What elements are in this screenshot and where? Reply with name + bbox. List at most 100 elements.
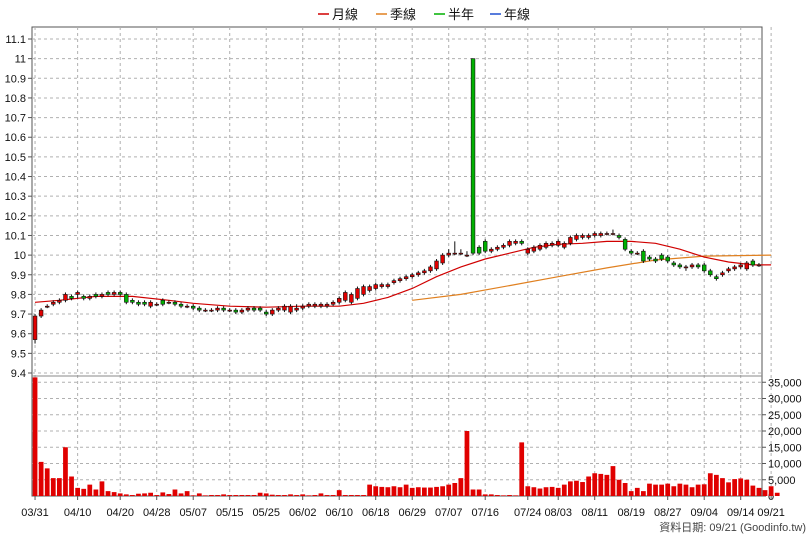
candle-body xyxy=(568,237,573,244)
price-tick-label: 10.5 xyxy=(5,152,26,164)
volume-bar xyxy=(732,479,737,496)
volume-bar xyxy=(57,478,62,496)
candle-body xyxy=(276,307,281,311)
candle-body xyxy=(416,272,421,276)
price-tick-label: 9.7 xyxy=(11,309,26,321)
volume-bar xyxy=(628,491,634,496)
volume-bar xyxy=(251,495,257,496)
volume-bar xyxy=(495,495,500,496)
candle-body xyxy=(574,235,579,240)
volume-bar xyxy=(196,493,202,496)
candle-body xyxy=(209,309,214,312)
volume-tick-label: 10,000 xyxy=(768,459,802,471)
candle-body xyxy=(45,305,50,308)
date-tick-label: 04/20 xyxy=(106,507,134,519)
price-tick-label: 9.4 xyxy=(11,368,26,380)
date-tick-label: 09/14 xyxy=(727,507,755,519)
volume-bar xyxy=(476,489,482,496)
candle-body xyxy=(306,303,311,307)
candle-body xyxy=(695,264,701,268)
candle-body xyxy=(756,264,762,267)
volume-bar xyxy=(671,486,677,496)
volume-bar xyxy=(99,481,105,496)
volume-bar xyxy=(470,489,476,496)
candle-body xyxy=(616,235,622,238)
volume-bar xyxy=(379,486,385,496)
volume-bar xyxy=(130,495,135,496)
candle-body xyxy=(197,307,202,311)
volume-tick-label: 20,000 xyxy=(768,426,802,438)
volume-bar xyxy=(245,495,251,496)
candle-body xyxy=(622,239,628,250)
volume-bar xyxy=(111,492,117,496)
date-tick-label: 07/24 xyxy=(514,507,542,519)
volume-bar xyxy=(227,495,233,496)
volume-tick-label: 35,000 xyxy=(768,377,802,389)
candle-body xyxy=(495,246,500,250)
candle-body xyxy=(702,264,707,272)
candle-body xyxy=(105,292,111,295)
volume-bar xyxy=(537,488,543,496)
candle-body xyxy=(154,303,159,306)
candle-body xyxy=(324,303,330,307)
volume-bar xyxy=(507,495,512,496)
candle-body xyxy=(440,254,445,264)
volume-bar xyxy=(750,485,756,496)
volume-bar xyxy=(452,483,458,496)
price-tick-label: 11.1 xyxy=(5,34,26,46)
volume-bar xyxy=(446,484,452,496)
candle-body xyxy=(63,294,68,301)
candlesticks xyxy=(32,58,762,344)
volume-tick-label: 25,000 xyxy=(768,410,802,422)
candle-body xyxy=(239,309,245,313)
volume-bar xyxy=(330,495,336,496)
volume-bar xyxy=(324,495,330,496)
volume-bar xyxy=(215,495,220,496)
moving-average-lines xyxy=(34,240,772,308)
price-tick-label: 10.8 xyxy=(5,93,26,105)
candle-body xyxy=(683,266,689,269)
candle-body xyxy=(513,241,518,244)
candle-body xyxy=(69,296,74,299)
grid-lines xyxy=(32,27,772,496)
candle-body xyxy=(166,301,172,304)
candle-body xyxy=(124,294,129,303)
candle-body xyxy=(671,262,676,266)
candle-body xyxy=(659,254,664,260)
volume-bar xyxy=(142,493,147,496)
candle-body xyxy=(75,292,80,295)
candle-body xyxy=(233,309,238,313)
volume-bar xyxy=(726,482,731,496)
candle-body xyxy=(507,241,512,246)
candle-body xyxy=(191,305,196,309)
candle-body xyxy=(355,288,360,299)
volume-bar xyxy=(616,479,622,496)
candle-body xyxy=(257,307,263,311)
candle-body xyxy=(361,286,366,295)
candle-body xyxy=(446,252,451,256)
candle-body xyxy=(330,301,336,305)
price-tick-label: 10.9 xyxy=(5,73,26,85)
date-tick-label: 08/11 xyxy=(581,507,608,519)
candle-body xyxy=(629,250,634,254)
volume-bar xyxy=(93,489,99,496)
candle-body xyxy=(51,301,56,305)
volume-bar xyxy=(574,480,579,496)
candle-body xyxy=(32,315,38,340)
candle-body xyxy=(489,248,494,252)
volume-bar xyxy=(598,473,604,496)
candle-body xyxy=(689,264,695,268)
volume-bar xyxy=(744,479,750,496)
volume-bar xyxy=(409,487,415,496)
candle-body xyxy=(245,307,251,311)
candle-body xyxy=(592,233,597,236)
candle-body xyxy=(93,294,99,297)
volume-bar xyxy=(714,474,719,496)
candle-body xyxy=(38,309,44,317)
date-tick-label: 07/16 xyxy=(471,507,499,519)
candle-body xyxy=(556,241,561,246)
date-tick-label: 06/29 xyxy=(398,507,426,519)
volume-bar xyxy=(172,489,178,496)
volume-bar xyxy=(221,494,226,496)
